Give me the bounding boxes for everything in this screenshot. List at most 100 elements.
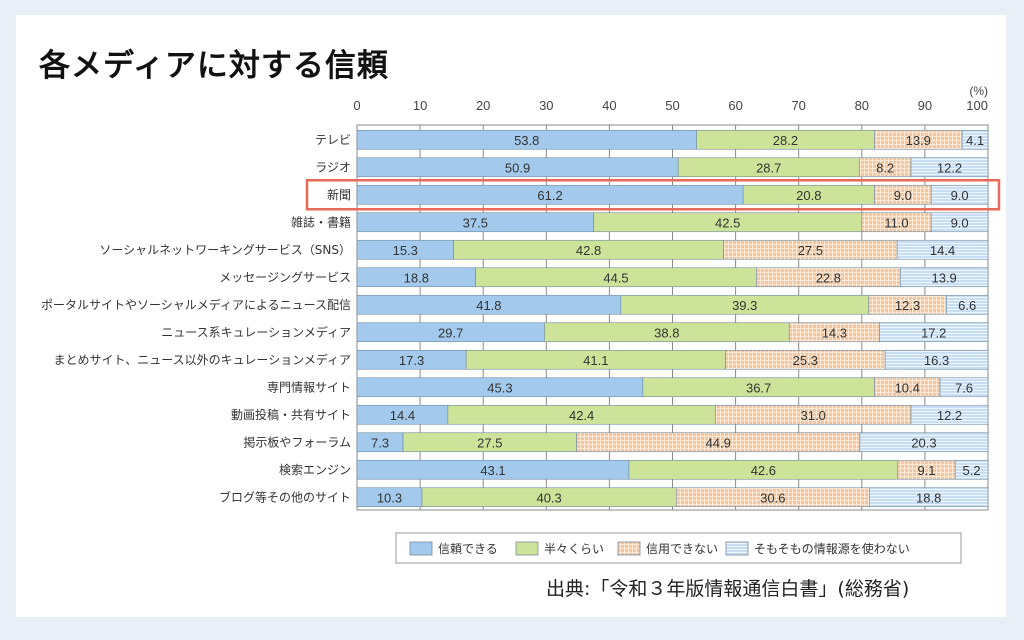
- bar-segment: [859, 432, 989, 453]
- data-label: 13.9: [906, 133, 931, 148]
- data-label: 6.6: [958, 298, 976, 313]
- data-label: 42.5: [715, 215, 740, 230]
- data-label: 41.8: [476, 298, 501, 313]
- legend-swatch: [409, 541, 433, 556]
- data-label: 11.0: [884, 215, 908, 230]
- legend-swatch: [725, 541, 749, 556]
- data-label: 53.8: [514, 133, 539, 148]
- category-label: 掲示板やフォーラム: [243, 434, 351, 449]
- data-label: 42.8: [576, 243, 601, 258]
- data-label: 9.1: [917, 463, 935, 478]
- grid-layer: [356, 124, 989, 511]
- data-label: 20.3: [911, 435, 936, 450]
- data-label: 30.6: [760, 490, 785, 505]
- category-label: メッセージングサービス: [219, 270, 351, 284]
- data-label: 29.7: [438, 325, 463, 340]
- data-label: 12.3: [895, 298, 920, 313]
- data-label: 36.7: [746, 380, 771, 395]
- data-label: 44.5: [603, 270, 628, 285]
- legend-label: そもそもの情報源を使わない: [754, 541, 910, 556]
- data-label: 39.3: [732, 298, 757, 313]
- bar-segment: [930, 212, 989, 233]
- data-label: 12.2: [937, 408, 962, 423]
- data-label: 27.5: [477, 435, 502, 450]
- category-label: ブログ等その他のサイト: [219, 489, 351, 504]
- bar-segment: [910, 157, 989, 178]
- data-label: 14.4: [390, 408, 415, 423]
- data-label: 15.3: [393, 243, 418, 258]
- data-label: 31.0: [801, 408, 826, 423]
- category-label: 新聞: [327, 187, 351, 202]
- category-label: ニュース系キュレーションメディア: [161, 324, 351, 339]
- x-tick-label: 50: [665, 98, 679, 113]
- data-label: 41.1: [583, 353, 608, 368]
- legend-label: 信用できない: [646, 542, 718, 556]
- x-tick-label: 100: [966, 98, 988, 113]
- data-label: 9.0: [951, 188, 969, 203]
- bar-segment: [896, 239, 989, 260]
- data-label: 9.0: [951, 215, 969, 230]
- category-label: 専門情報サイト: [267, 380, 351, 394]
- data-label: 25.3: [793, 353, 818, 368]
- x-tick-label: 90: [918, 98, 932, 113]
- data-label: 61.2: [537, 188, 562, 203]
- bar-segment: [961, 129, 989, 150]
- data-label: 17.2: [921, 325, 946, 340]
- data-label: 5.2: [963, 463, 981, 478]
- legend: 信頼できる 半々くらい 信用できない そもそもの情報源を使わない: [395, 532, 962, 564]
- data-label: 22.8: [816, 270, 841, 285]
- category-label: まとめサイト、ニュース以外のキュレーションメディア: [54, 352, 351, 367]
- legend-swatch: [515, 541, 539, 556]
- bar-segment: [954, 459, 989, 480]
- data-label: 8.2: [876, 160, 894, 175]
- bar-segment: [869, 487, 989, 508]
- data-label: 18.8: [404, 270, 429, 285]
- data-label: 16.3: [924, 353, 949, 368]
- bar-segment: [939, 377, 989, 398]
- category-label: 検索エンジン: [279, 463, 351, 477]
- data-label: 40.3: [536, 490, 561, 505]
- legend-box: [395, 532, 962, 564]
- x-tick-label: 30: [539, 98, 553, 113]
- bars-layer: [356, 129, 989, 508]
- legend-label: 信頼できる: [438, 542, 498, 556]
- legend-swatch: [617, 541, 641, 556]
- data-label: 7.6: [955, 380, 973, 395]
- bar-segment: [899, 267, 989, 288]
- data-label: 43.1: [480, 463, 505, 478]
- data-label: 27.5: [798, 243, 823, 258]
- x-tick-label: 0: [353, 98, 360, 113]
- category-label: テレビ: [315, 133, 351, 147]
- unit-label: (%): [969, 84, 988, 98]
- x-tick-label: 20: [476, 98, 490, 113]
- bar-segment: [884, 349, 989, 370]
- category-label: 動画投稿・共有サイト: [231, 407, 351, 422]
- x-tick-label: 70: [791, 98, 805, 113]
- bar-segment: [930, 184, 989, 205]
- category-label: ラジオ: [315, 160, 351, 174]
- data-label: 20.8: [796, 188, 821, 203]
- data-label: 7.3: [371, 435, 389, 450]
- x-tick-label: 60: [728, 98, 742, 113]
- data-label: 44.9: [706, 435, 731, 450]
- data-label: 18.8: [916, 490, 941, 505]
- category-label: ソーシャルネットワーキングサービス（SNS）: [99, 243, 351, 257]
- data-label: 9.0: [894, 188, 912, 203]
- labels-layer: 0 10 20 30 40 50 60 70 80 90 100(%) テレビ 53.8 28.2 13.9…: [41, 84, 1001, 505]
- data-label: 28.7: [756, 160, 781, 175]
- x-tick-label: 40: [602, 98, 616, 113]
- data-label: 28.2: [773, 133, 798, 148]
- data-label: 42.4: [569, 408, 594, 423]
- data-label: 45.3: [487, 380, 512, 395]
- data-label: 10.3: [377, 490, 402, 505]
- data-label: 10.4: [895, 380, 920, 395]
- highlight-box: [305, 179, 1001, 211]
- data-label: 14.4: [930, 243, 955, 258]
- bar-segment: [910, 404, 989, 425]
- data-label: 37.5: [463, 215, 488, 230]
- x-tick-label: 10: [413, 98, 427, 113]
- data-label: 12.2: [937, 160, 962, 175]
- data-label: 4.1: [966, 133, 984, 148]
- legend-label: 半々くらい: [544, 542, 604, 556]
